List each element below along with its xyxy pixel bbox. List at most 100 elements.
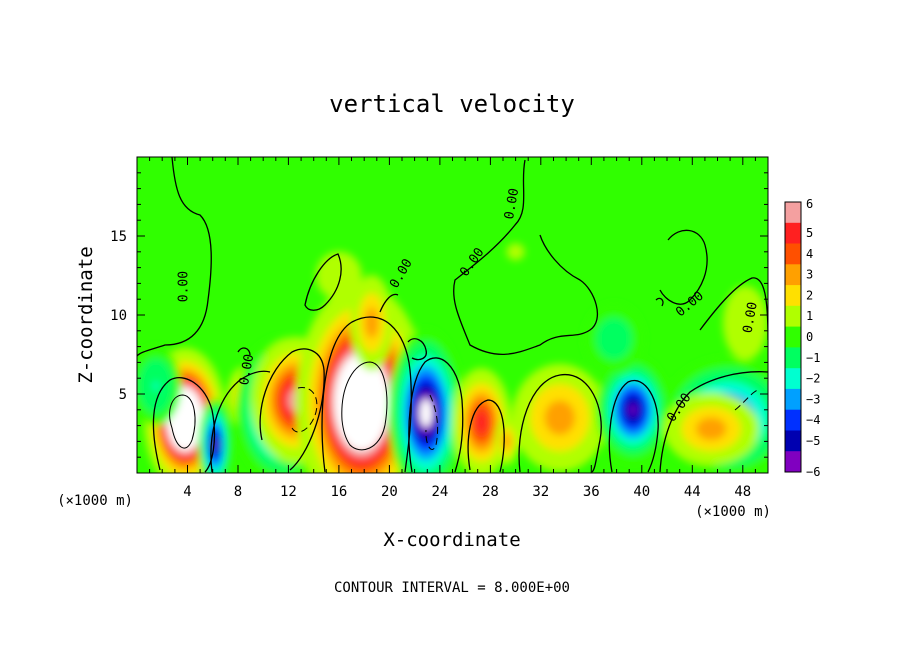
x-tick-label: 40 [633,484,650,500]
colorbar-swatch [785,388,801,411]
colorbar-swatch [785,264,801,286]
colorbar: 6 5 4 3 2 1 0 −1 −2 −3 −4 −5 −6 [784,197,820,479]
colorbar-swatch [785,409,801,431]
positive-contour-line [169,394,196,449]
zero-contour-line [259,348,325,471]
zero-contour-line [408,357,464,473]
x-axis-label: X-coordinate [383,529,520,551]
zero-contour-line [659,229,708,305]
x-tick-label: 24 [431,484,448,500]
zero-contour-line [137,157,212,357]
velocity-level-ring [479,417,484,427]
y-tick-label: 5 [119,387,127,403]
velocity-cell [350,275,394,371]
y-axis-label: Z-coordinate [75,246,97,383]
velocity-level-ring [506,243,525,261]
colorbar-label: −4 [806,413,820,427]
x-tick-label: 28 [482,484,499,500]
zero-contour-line [467,399,505,473]
velocity-level-ring [610,334,618,344]
colorbar-label: 0 [806,330,813,344]
zero-contour-line [659,371,768,473]
y-axis-ticks: 5 10 15 [110,172,768,458]
colorbar-swatch [785,305,801,328]
velocity-cell [512,363,608,472]
zero-contour-line [453,159,599,355]
velocity-cell [494,417,519,466]
x-tick-label: 48 [734,484,751,500]
contour-value-label: 0.00 [502,187,522,220]
positive-contours [169,361,388,451]
zero-contour-line [210,370,271,473]
positive-contour-line [341,361,388,451]
colorbar-swatch [785,222,801,245]
colorbar-swatch [785,202,801,224]
contour-value-label: 0.00 [741,301,761,334]
velocity-level-ring [706,425,716,433]
x-tick-label: 44 [684,484,701,500]
y-tick-label: 15 [110,229,127,245]
zero-contour-line [608,379,659,473]
zero-contour-line [518,374,602,473]
colorbar-label: −6 [806,465,820,479]
x-tick-label: 12 [280,484,297,500]
contour-interval-note: CONTOUR INTERVAL = 8.000E+00 [334,580,570,596]
x-tick-label: 4 [183,484,191,500]
colorbar-label: −3 [806,392,820,406]
velocity-cell [316,251,362,300]
x-axis-ticks: 4 8 12 16 20 24 28 32 36 40 44 48 [149,157,756,500]
velocity-level-ring [369,318,374,328]
colorbar-frame [784,201,802,473]
colorbar-swatch [785,347,801,369]
colorbar-swatch [785,430,801,452]
negative-contour-line [291,386,318,433]
x-units-label-left: (×1000 m) [57,493,133,509]
zero-contour-line [655,297,664,307]
x-tick-label: 8 [234,484,242,500]
velocity-cell [584,303,644,374]
velocity-level-ring [423,406,429,420]
x-units-label-right: (×1000 m) [695,504,771,520]
velocity-level-ring [356,393,367,411]
y-tick-label: 10 [110,308,127,324]
velocity-cell [723,285,768,361]
velocity-level-ring [316,251,362,300]
colorbar-label: 6 [806,197,813,211]
negative-contour-line [425,394,439,450]
colorbar-label: −5 [806,434,820,448]
colorbar-swatch [785,368,801,390]
velocity-cell [663,392,759,465]
negative-contours [291,386,759,450]
zero-contours [137,157,768,473]
x-tick-label: 16 [330,484,347,500]
velocity-cell [137,346,182,426]
velocity-cell [506,243,525,261]
velocity-field [137,243,768,473]
negative-contour-line [734,389,759,411]
colorbar-label: −2 [806,372,820,386]
zero-contour-line [379,293,399,313]
zero-contour-line [321,316,412,473]
velocity-level-ring [182,414,188,425]
velocity-level-ring [555,412,565,423]
zero-contour-line [407,338,427,361]
colorbar-label: 5 [806,226,813,240]
colorbar-swatch [785,285,801,307]
colorbar-swatch [785,451,801,473]
velocity-level-ring [505,439,508,444]
colorbar-swatch [785,326,801,348]
zero-contour-line [699,277,768,341]
colorbar-label: 4 [806,247,813,261]
zero-contour-line [304,253,342,311]
colorbar-label: 2 [806,289,813,303]
x-tick-label: 20 [381,484,398,500]
velocity-cell [198,398,233,473]
x-tick-label: 36 [583,484,600,500]
contour-value-label: 0.00 [237,353,257,386]
velocity-level-ring [630,405,636,415]
velocity-cell [451,368,512,473]
plot-area: 0.00 0.00 0.000.000.000.00 0.000.00 [137,157,768,473]
velocity-level-ring [741,317,749,329]
